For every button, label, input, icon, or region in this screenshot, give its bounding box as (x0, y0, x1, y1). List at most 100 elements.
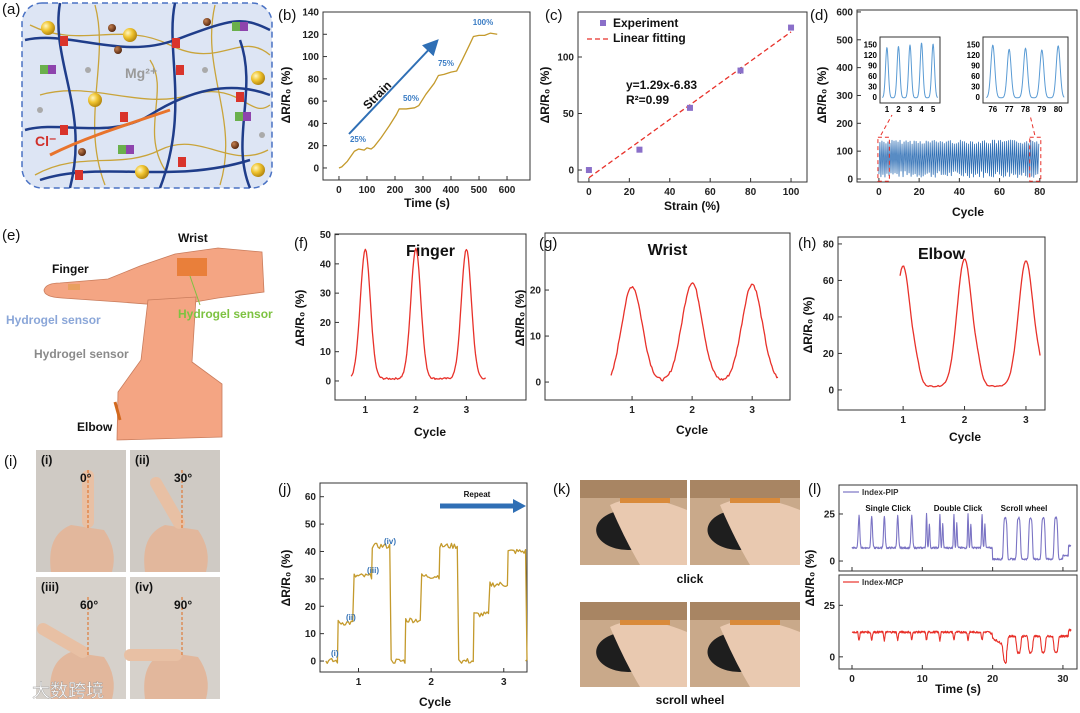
fit-line (588, 31, 792, 179)
strain-level-label: 25% (350, 135, 366, 144)
panel-label-d: (d) (810, 7, 828, 24)
block-units (40, 22, 251, 154)
y-tick-label: 300 (836, 91, 853, 102)
mouse-photo (690, 602, 800, 687)
chart-g-wrist: 1 2 3 0 10 20 Cycle ΔR/R₀ (%) Wrist (513, 232, 791, 437)
data-point (636, 146, 643, 153)
stage-label: (i) (331, 649, 339, 658)
y-tick-label: 0 (828, 385, 834, 396)
inset-y-tick-label: 150 (967, 41, 981, 50)
series-line-index-pip (851, 512, 1072, 561)
chart-title: Finger (406, 243, 455, 260)
x-axis-label: Cycle (676, 423, 708, 437)
charts: 0 100 200 300 400 500 600020406080100120140Tim… (279, 7, 1078, 709)
panel-label-e: (e) (2, 227, 20, 244)
inset-y-tick-label: 30 (971, 82, 980, 91)
x-tick-label: 100 (783, 187, 800, 198)
plot-frame (838, 484, 1078, 572)
subplot-index-pip: 0 25 Index-PIP Single Click Double Click Scro… (824, 484, 1078, 572)
y-tick-label: 40 (308, 119, 320, 130)
series-line-wrist (610, 282, 779, 382)
strain-arrow (348, 39, 439, 135)
data-point (737, 67, 744, 74)
wrist-pointer (189, 275, 201, 306)
x-tick-label: 10 (917, 674, 929, 685)
y-tick-label: 140 (302, 8, 319, 19)
y-tick-label: 10 (305, 629, 317, 640)
x-tick-label: 500 (471, 185, 488, 196)
finger-photo: (i) 0° (36, 450, 126, 572)
panel-label-i: (i) (4, 453, 17, 470)
y-tick-label: 100 (302, 52, 319, 63)
x-tick-label: 60 (994, 187, 1006, 198)
chart-title: Elbow (918, 246, 966, 263)
data-point (788, 24, 795, 31)
index-finger (124, 649, 182, 661)
x-tick-label: 100 (359, 185, 376, 196)
finger-photo: (iv) 90° (124, 577, 220, 699)
y-tick-label: 80 (823, 239, 835, 250)
y-tick-label: 120 (302, 30, 319, 41)
inset-x-tick-label: 2 (896, 105, 901, 114)
y-tick-label: 0 (829, 652, 835, 663)
x-tick-label: 20 (914, 187, 926, 198)
hand-shape (610, 498, 687, 565)
legend-label-experiment: Experiment (613, 16, 678, 30)
wrist-label: Wrist (178, 231, 208, 245)
zoom-connector (1029, 114, 1036, 136)
plot-frame (322, 11, 531, 181)
finger-sensor (620, 620, 670, 625)
mouse-photo (580, 602, 687, 687)
inset-y-tick-label: 60 (971, 72, 980, 81)
x-tick-label: 400 (443, 185, 460, 196)
inset-y-tick-label: 30 (868, 82, 877, 91)
chart-title: Wrist (648, 242, 688, 259)
legend-marker-experiment (600, 20, 606, 26)
x-axis-label: Cycle (952, 205, 984, 219)
y-tick-label: 20 (530, 286, 542, 297)
watermark-text: 大数跨境 (32, 681, 104, 702)
series-line-index-mcp (851, 628, 1072, 664)
y-tick-label: 20 (308, 141, 320, 152)
angle-label: 0° (80, 471, 92, 485)
y-axis-label: ΔR/R₀ (%) (815, 67, 829, 124)
y-tick-label: 60 (823, 276, 835, 287)
x-tick-label: 2 (962, 415, 968, 426)
x-tick-label: 80 (745, 187, 757, 198)
plot-frame (879, 36, 941, 104)
panel-labels: (a) (b) (c) (d) (e) (f) (g) (h) (i) (j) … (2, 1, 828, 498)
zoom-connector (880, 114, 893, 136)
hand-shape (720, 620, 800, 687)
plot-frame (982, 36, 1069, 104)
inset-x-tick-label: 5 (931, 105, 936, 114)
x-tick-label: 80 (1034, 187, 1046, 198)
schematic-box (21, 2, 273, 189)
hand-shape (720, 498, 800, 565)
finger-sensor (68, 284, 80, 290)
series-line-strain-response (338, 32, 498, 169)
y-axis-label: ΔR/R₀ (%) (801, 297, 815, 354)
inset-x-tick-label: 3 (908, 105, 913, 114)
x-tick-label: 0 (336, 185, 342, 196)
y-tick-label: 20 (823, 349, 835, 360)
chart-h-elbow: 1 2 3 0 20 40 60 80 Cycle ΔR/R₀ (%) Elbow (801, 236, 1046, 444)
strain-label: Strain (360, 78, 394, 112)
legend-label: Index-PIP (862, 488, 899, 497)
hand-shape (43, 247, 265, 307)
inset-series-line (882, 42, 938, 99)
index-finger (150, 476, 185, 529)
inset-y-tick-label: 0 (976, 93, 981, 102)
strain-level-label: 75% (438, 59, 454, 68)
y-tick-label: 0 (325, 376, 331, 387)
strain-level-label: 100% (473, 18, 493, 27)
r-squared: R²=0.99 (626, 93, 669, 107)
watermark: 大数跨境 (9, 681, 104, 702)
y-tick-label: 50 (305, 520, 317, 531)
legend-label: Index-MCP (862, 578, 904, 587)
plot-frame (544, 232, 791, 401)
chart-b-strain-time: 0 100 200 300 400 500 600 0 20 40 60 80 100 120 140 Tim… (279, 8, 531, 210)
y-tick-label: 100 (557, 52, 574, 63)
